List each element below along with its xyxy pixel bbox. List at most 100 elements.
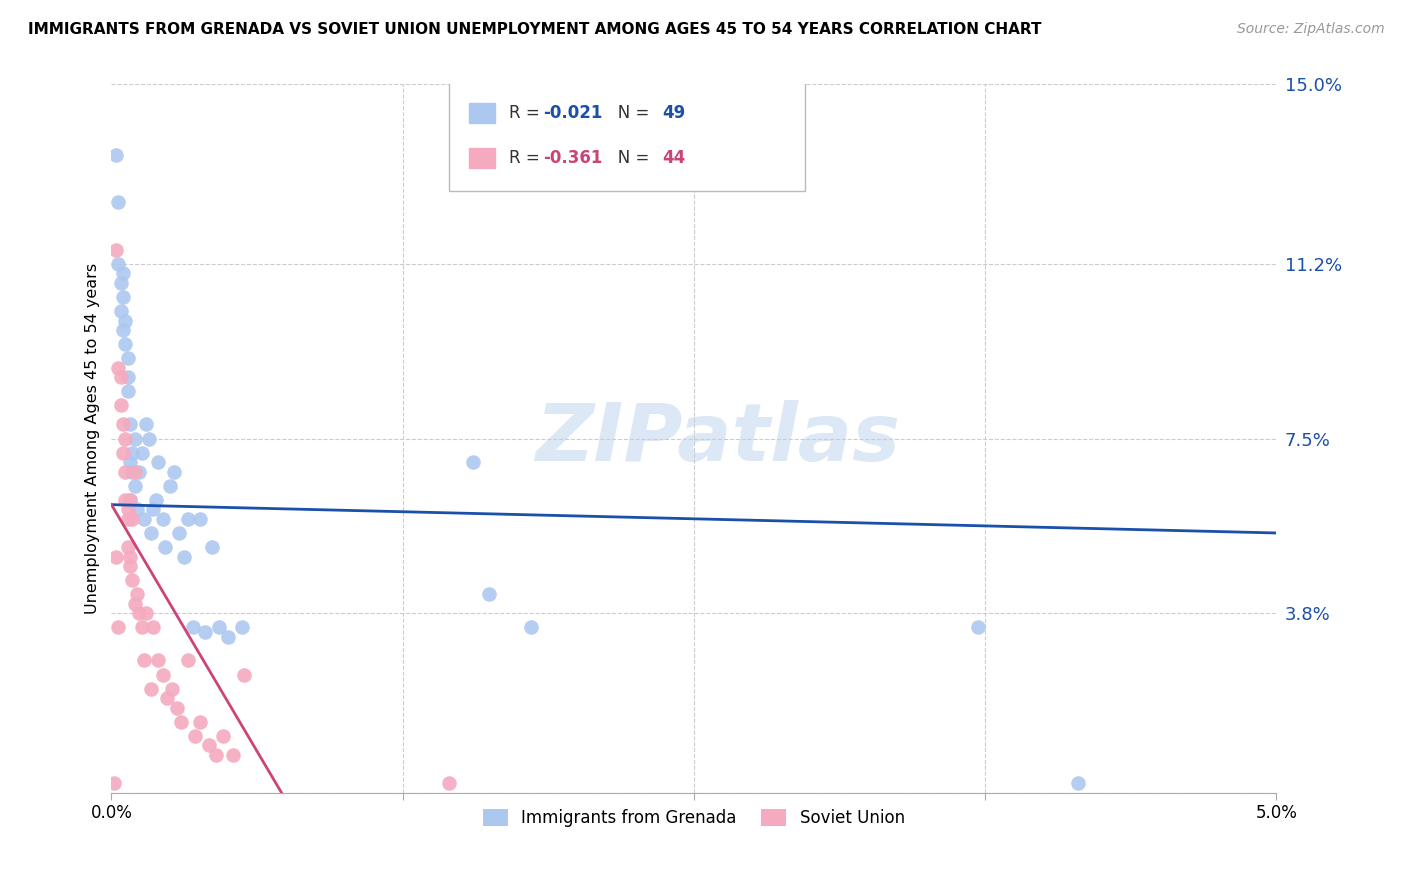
Point: [121, 512, 143, 526]
Point: [194, 625, 217, 640]
Point: [181, 620, 204, 634]
Point: [117, 370, 139, 384]
Text: ZIPatlas: ZIPatlas: [534, 400, 900, 477]
Point: [124, 465, 146, 479]
Point: [231, 620, 253, 634]
Point: [107, 195, 129, 210]
Point: [160, 681, 183, 696]
Point: [173, 549, 195, 564]
Point: [105, 148, 128, 162]
Point: [117, 384, 139, 399]
Point: [233, 667, 256, 681]
Text: IMMIGRANTS FROM GRENADA VS SOVIET UNION UNEMPLOYMENT AMONG AGES 45 TO 54 YEARS C: IMMIGRANTS FROM GRENADA VS SOVIET UNION …: [28, 22, 1042, 37]
Point: [117, 540, 139, 554]
Point: [139, 526, 162, 541]
Point: [188, 512, 211, 526]
Point: [461, 455, 484, 469]
Point: [200, 540, 222, 554]
Point: [107, 620, 129, 634]
Point: [128, 465, 150, 479]
Point: [478, 587, 501, 601]
Point: [112, 446, 135, 460]
Point: [170, 714, 193, 729]
Point: [177, 512, 200, 526]
Point: [118, 559, 141, 574]
Point: [124, 479, 146, 493]
Point: [439, 776, 461, 790]
Point: [114, 337, 136, 351]
Text: -0.021: -0.021: [544, 104, 603, 122]
Point: [118, 417, 141, 432]
Point: [142, 502, 165, 516]
Point: [205, 747, 228, 762]
Text: -0.361: -0.361: [544, 149, 603, 168]
Point: [114, 492, 136, 507]
Point: [217, 630, 239, 644]
Point: [118, 492, 141, 507]
Point: [145, 492, 167, 507]
Point: [125, 587, 148, 601]
Point: [117, 351, 139, 366]
Legend: Immigrants from Grenada, Soviet Union: Immigrants from Grenada, Soviet Union: [477, 803, 911, 834]
Point: [117, 512, 139, 526]
Point: [167, 526, 190, 541]
Point: [125, 502, 148, 516]
Text: N =: N =: [602, 149, 654, 168]
Point: [139, 681, 162, 696]
Point: [212, 729, 235, 743]
Point: [110, 370, 132, 384]
Point: [153, 540, 176, 554]
Point: [967, 620, 990, 634]
Point: [110, 276, 132, 290]
Point: [105, 243, 128, 257]
Point: [163, 465, 186, 479]
Point: [105, 549, 128, 564]
Point: [138, 432, 160, 446]
Point: [166, 700, 188, 714]
Point: [103, 776, 125, 790]
Point: [221, 747, 243, 762]
Point: [152, 512, 174, 526]
Point: [207, 620, 229, 634]
Point: [1067, 776, 1090, 790]
FancyBboxPatch shape: [470, 148, 495, 169]
Point: [124, 597, 146, 611]
Point: [131, 446, 153, 460]
Point: [159, 479, 181, 493]
Point: [112, 266, 135, 280]
Point: [131, 620, 153, 634]
Text: R =: R =: [509, 104, 544, 122]
Point: [112, 290, 135, 304]
Point: [177, 653, 200, 667]
Point: [110, 399, 132, 413]
Point: [117, 502, 139, 516]
Point: [146, 653, 169, 667]
Point: [520, 620, 543, 634]
Point: [107, 360, 129, 375]
Point: [142, 620, 165, 634]
Point: [121, 446, 143, 460]
Point: [184, 729, 207, 743]
Point: [114, 313, 136, 327]
Text: Source: ZipAtlas.com: Source: ZipAtlas.com: [1237, 22, 1385, 37]
Point: [118, 455, 141, 469]
Point: [135, 417, 157, 432]
Point: [156, 691, 179, 706]
Point: [118, 549, 141, 564]
Point: [114, 465, 136, 479]
FancyBboxPatch shape: [450, 81, 804, 191]
Point: [121, 465, 143, 479]
Point: [118, 492, 141, 507]
Text: R =: R =: [509, 149, 544, 168]
Point: [132, 512, 155, 526]
Text: N =: N =: [602, 104, 654, 122]
Y-axis label: Unemployment Among Ages 45 to 54 years: Unemployment Among Ages 45 to 54 years: [86, 263, 100, 614]
Point: [132, 653, 155, 667]
Point: [146, 455, 169, 469]
Text: 44: 44: [662, 149, 686, 168]
Point: [121, 573, 143, 587]
Point: [152, 667, 174, 681]
Point: [128, 606, 150, 620]
Point: [188, 714, 211, 729]
Point: [198, 739, 221, 753]
